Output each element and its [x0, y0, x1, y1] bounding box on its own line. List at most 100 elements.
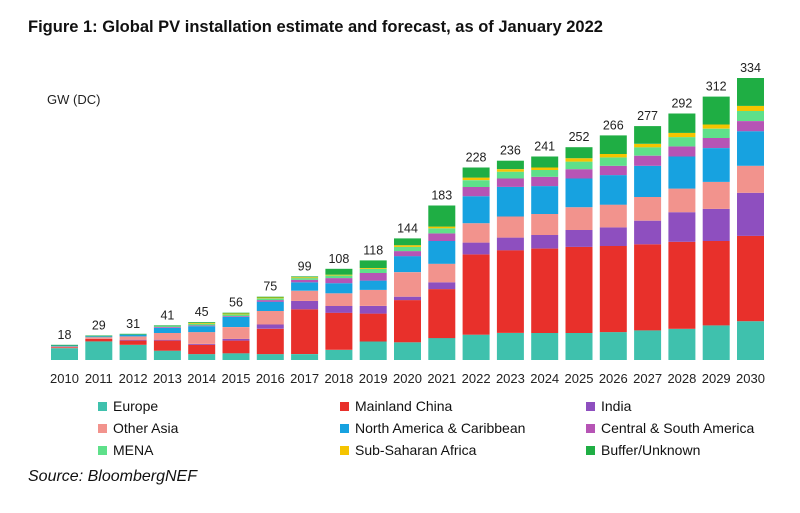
bar-segment-buffer-unknown-2012: [119, 333, 147, 335]
bar-segment-north-america-caribbean-2017: [291, 282, 319, 291]
bar-segment-other-asia-2014: [188, 332, 216, 344]
bar-segment-mainland-china-2017: [291, 309, 319, 354]
bar-segment-india-2022: [462, 242, 490, 255]
bar-segment-buffer-unknown-2018: [325, 268, 353, 275]
bar-segment-europe-2027: [634, 330, 662, 360]
bar-segment-india-2026: [599, 227, 627, 246]
bar-segment-mena-2024: [531, 170, 559, 177]
bar-segment-mainland-china-2012: [119, 340, 147, 345]
bar-segment-sub-saharan-africa-2022: [462, 177, 490, 181]
x-tick-label-2014: 2014: [187, 371, 216, 386]
bar-segment-buffer-unknown-2011: [85, 335, 113, 337]
bar-segment-north-america-caribbean-2018: [325, 283, 353, 294]
total-label-2011: 29: [92, 319, 106, 333]
bar-segment-mainland-china-2016: [256, 328, 284, 355]
bar-segment-buffer-unknown-2021: [428, 205, 456, 227]
bar-segment-other-asia-2026: [599, 204, 627, 228]
x-tick-label-2028: 2028: [667, 371, 696, 386]
total-label-2018: 108: [328, 252, 349, 266]
bar-segment-india-2019: [359, 306, 387, 314]
bar-segment-europe-2024: [531, 333, 559, 360]
bar-segment-buffer-unknown-2014: [188, 322, 216, 323]
bar-segment-europe-2010: [51, 348, 78, 360]
bar-segment-buffer-unknown-2022: [462, 167, 490, 178]
bar-segment-buffer-unknown-2015: [222, 312, 250, 314]
total-label-2012: 31: [126, 317, 140, 331]
total-labels-group: 18 29 31 41 45 56 75 99 108 118 144 183 228 236 241 252…: [58, 61, 761, 342]
bar-segment-other-asia-2013: [153, 333, 181, 340]
total-label-2024: 241: [534, 140, 555, 154]
bar-segment-europe-2011: [85, 341, 113, 360]
bar-segment-sub-saharan-africa-2028: [668, 132, 696, 138]
bar-segment-north-america-caribbean-2013: [153, 327, 181, 333]
bar-segment-europe-2030: [737, 321, 764, 360]
bar-segment-central-south-america-2024: [531, 176, 559, 187]
bar-segment-sub-saharan-africa-2029: [702, 124, 730, 129]
bar-segment-central-south-america-2019: [359, 273, 387, 281]
bar-segment-sub-saharan-africa-2025: [565, 158, 593, 162]
x-tick-label-2023: 2023: [496, 371, 525, 386]
bar-segment-north-america-caribbean-2010: [51, 345, 78, 347]
bar-segment-central-south-america-2029: [702, 137, 730, 148]
bar-segment-other-asia-2030: [737, 165, 764, 193]
bar-segment-buffer-unknown-2010: [51, 344, 78, 346]
bar-segment-other-asia-2025: [565, 207, 593, 230]
bar-segment-europe-2029: [702, 325, 730, 360]
bar-segment-central-south-america-2013: [153, 327, 181, 328]
total-label-2010: 18: [58, 328, 72, 342]
bar-segment-mainland-china-2021: [428, 289, 456, 339]
total-label-2027: 277: [637, 109, 658, 123]
bar-segment-mainland-china-2028: [668, 241, 696, 329]
bar-segment-buffer-unknown-2029: [702, 96, 730, 125]
bar-segment-india-2028: [668, 212, 696, 242]
bar-segment-india-2018: [325, 306, 353, 313]
x-tick-label-2016: 2016: [256, 371, 285, 386]
bar-segment-mainland-china-2029: [702, 241, 730, 326]
bar-segment-india-2027: [634, 220, 662, 245]
bar-segment-mainland-china-2026: [599, 246, 627, 333]
bar-segment-north-america-caribbean-2011: [85, 336, 113, 338]
source-note: Source: BloombergNEF: [28, 468, 197, 485]
bar-segment-buffer-unknown-2025: [565, 147, 593, 159]
bar-segment-mena-2030: [737, 110, 764, 121]
x-tick-label-2012: 2012: [119, 371, 148, 386]
bar-segment-north-america-caribbean-2027: [634, 165, 662, 197]
x-tick-label-2010: 2010: [50, 371, 79, 386]
bar-segment-buffer-unknown-2030: [737, 78, 764, 106]
total-label-2021: 183: [431, 189, 452, 203]
bar-segment-sub-saharan-africa-2015: [222, 313, 250, 315]
bar-segment-sub-saharan-africa-2017: [291, 277, 319, 279]
bar-segment-sub-saharan-africa-2021: [428, 226, 456, 229]
total-label-2022: 228: [466, 151, 487, 165]
bar-segment-other-asia-2016: [256, 311, 284, 325]
total-label-2026: 266: [603, 118, 624, 132]
figure-title: Figure 1: Global PV installation estimat…: [28, 18, 603, 36]
bar-segment-north-america-caribbean-2016: [256, 301, 284, 311]
bar-segment-mainland-china-2018: [325, 312, 353, 350]
total-label-2020: 144: [397, 221, 418, 235]
total-label-2013: 41: [160, 308, 174, 322]
bars-group: [51, 78, 764, 360]
bar-segment-north-america-caribbean-2014: [188, 326, 216, 333]
bar-segment-india-2015: [222, 338, 250, 341]
bar-segment-mena-2014: [188, 323, 216, 326]
bar-segment-sub-saharan-africa-2027: [634, 143, 662, 148]
bar-segment-mainland-china-2019: [359, 313, 387, 342]
bar-segment-mena-2026: [599, 157, 627, 166]
bar-segment-mena-2021: [428, 228, 456, 234]
bar-segment-mena-2029: [702, 128, 730, 138]
bar-segment-sub-saharan-africa-2030: [737, 105, 764, 111]
bar-segment-india-2023: [496, 237, 524, 251]
bar-segment-india-2024: [531, 235, 559, 249]
bar-segment-sub-saharan-africa-2016: [256, 297, 284, 299]
bar-segment-sub-saharan-africa-2019: [359, 268, 387, 269]
bar-segment-europe-2025: [565, 333, 593, 360]
x-tick-label-2022: 2022: [462, 371, 491, 386]
bar-segment-mena-2017: [291, 278, 319, 280]
bar-segment-central-south-america-2028: [668, 146, 696, 157]
bar-segment-central-south-america-2014: [188, 325, 216, 327]
bar-segment-central-south-america-2020: [394, 251, 421, 257]
bar-segment-india-2016: [256, 324, 284, 329]
bar-segment-sub-saharan-africa-2026: [599, 154, 627, 158]
